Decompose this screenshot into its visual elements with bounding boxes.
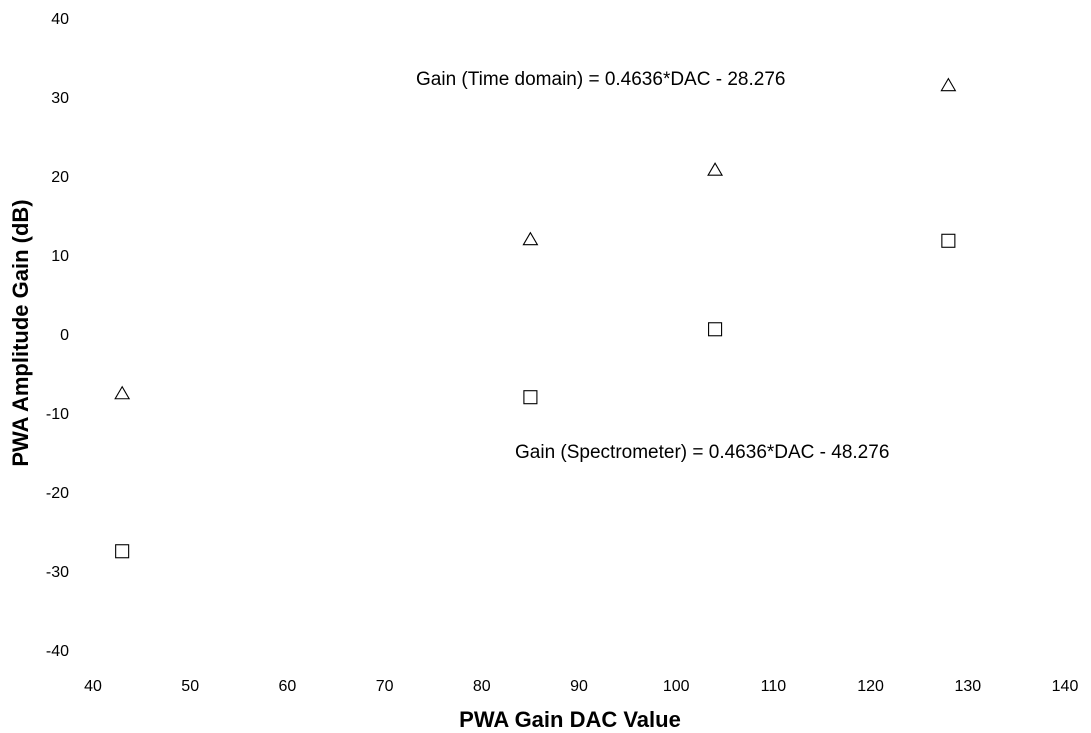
square-data-point (115, 544, 130, 559)
y-tick-label: 40 (51, 11, 69, 28)
y-tick-label: -20 (46, 485, 69, 502)
x-tick-label: 100 (663, 678, 690, 695)
triangle-data-point (940, 77, 957, 92)
triangle-data-point (114, 385, 131, 400)
y-tick-label: 20 (51, 169, 69, 186)
triangle-data-point (707, 162, 724, 176)
y-axis-title: PWA Amplitude Gain (dB) (8, 199, 33, 466)
y-tick-label: -10 (46, 406, 69, 423)
y-axis-ticks: 40 30 20 10 0 -10 -20 -30 -40 (46, 11, 69, 660)
x-tick-label: 50 (181, 678, 199, 695)
x-tick-label: 120 (857, 678, 884, 695)
y-tick-label: -40 (46, 643, 69, 660)
square-data-point (523, 390, 538, 405)
x-axis-title: PWA Gain DAC Value (459, 707, 681, 732)
x-tick-label: 90 (570, 678, 588, 695)
triangle-data-point (522, 231, 539, 246)
x-tick-label: 70 (376, 678, 394, 695)
x-tick-label: 60 (279, 678, 297, 695)
square-data-point (941, 233, 956, 248)
y-tick-label: 0 (60, 327, 69, 344)
annotation-spectrometer-equation: Gain (Spectrometer) = 0.4636*DAC - 48.27… (515, 442, 889, 463)
data-markers (114, 77, 957, 559)
x-tick-label: 110 (761, 678, 787, 695)
x-tick-label: 40 (84, 678, 102, 695)
x-tick-label: 140 (1052, 678, 1079, 695)
square-data-point (708, 322, 723, 337)
x-axis-ticks: 40 50 60 70 80 90 100 110 120 130 140 (84, 678, 1078, 695)
annotation-time-domain-equation: Gain (Time domain) = 0.4636*DAC - 28.276 (416, 69, 785, 90)
y-tick-label: 10 (51, 248, 69, 265)
y-tick-label: 30 (51, 90, 69, 107)
x-tick-label: 80 (473, 678, 491, 695)
y-tick-label: -30 (46, 564, 69, 581)
x-tick-label: 130 (954, 678, 981, 695)
